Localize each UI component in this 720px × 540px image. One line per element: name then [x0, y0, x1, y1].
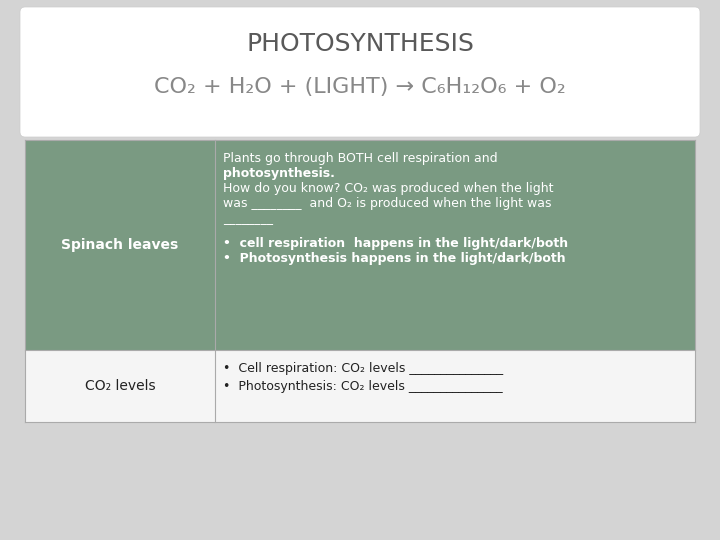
Text: PHOTOSYNTHESIS: PHOTOSYNTHESIS — [246, 32, 474, 56]
Text: ________: ________ — [223, 212, 273, 225]
Text: photosynthesis.: photosynthesis. — [223, 167, 335, 180]
Text: •  Cell respiration: CO₂ levels _______________: • Cell respiration: CO₂ levels _________… — [223, 362, 503, 375]
Text: •  Photosynthesis happens in the light/dark/both: • Photosynthesis happens in the light/da… — [223, 252, 566, 265]
Text: CO₂ + H₂O + (LIGHT) → C₆H₁₂O₆ + O₂: CO₂ + H₂O + (LIGHT) → C₆H₁₂O₆ + O₂ — [154, 77, 566, 97]
Bar — [25, 350, 695, 422]
Text: CO₂ levels: CO₂ levels — [85, 379, 156, 393]
Text: Plants go through BOTH cell respiration and: Plants go through BOTH cell respiration … — [223, 152, 498, 165]
Text: •  cell respiration  happens in the light/dark/both: • cell respiration happens in the light/… — [223, 237, 568, 250]
Bar — [25, 140, 695, 350]
Text: •  Photosynthesis: CO₂ levels _______________: • Photosynthesis: CO₂ levels ___________… — [223, 380, 503, 393]
Text: How do you know? CO₂ was produced when the light: How do you know? CO₂ was produced when t… — [223, 182, 554, 195]
Text: was ________  and O₂ is produced when the light was: was ________ and O₂ is produced when the… — [223, 197, 552, 210]
FancyBboxPatch shape — [20, 7, 700, 137]
Text: Spinach leaves: Spinach leaves — [61, 238, 179, 252]
